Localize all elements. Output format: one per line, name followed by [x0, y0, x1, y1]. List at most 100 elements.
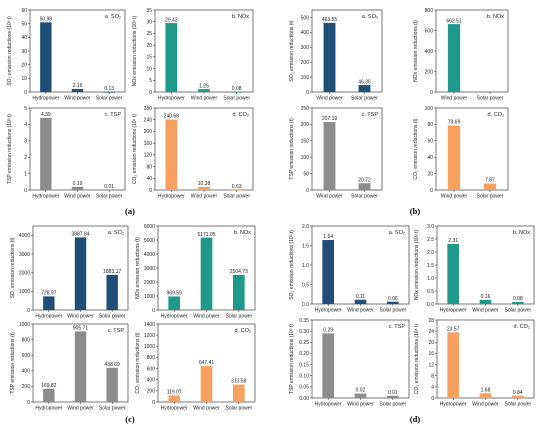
y-tick-label: 3	[24, 139, 27, 145]
bar-solar-power	[512, 301, 524, 304]
y-tick-label: 40	[146, 176, 152, 182]
y-tick-label: 5000	[144, 238, 155, 244]
bar-hydropower	[322, 240, 334, 304]
plot-frame	[435, 107, 509, 191]
y-tick-label: 0	[24, 188, 27, 194]
y-tick-label: 80	[427, 122, 433, 128]
y-tick-label: 24	[428, 329, 434, 335]
chart-title: a. SO₂	[389, 230, 405, 236]
bar-solar-power	[387, 301, 399, 304]
bar-value-label: 207.19	[322, 116, 338, 122]
y-tick-label: 800	[147, 355, 156, 361]
bar-hydropower	[40, 22, 52, 93]
x-tick-label: Hydropower	[35, 314, 62, 320]
y-tick-label: 0.0	[302, 302, 309, 308]
y-tick-label: 50	[21, 21, 27, 27]
y-tick-label: 8	[431, 374, 434, 380]
y-axis-label: SO₂ emission reductions (t)	[289, 20, 295, 81]
y-tick-label: 0	[152, 308, 155, 314]
bar-wind-power	[71, 89, 84, 92]
chart-a-2: 0 5 10 15 20 25 30 35 NOx emission reductions (1…	[132, 8, 254, 102]
x-tick-label: Solar power	[99, 406, 126, 412]
bar-value-label: 169.82	[41, 383, 57, 389]
y-tick-label: 3000	[144, 266, 155, 272]
y-tick-label: 1000	[144, 294, 155, 300]
chart-title: a. SO₂	[105, 14, 121, 20]
x-tick-label: Wind power	[193, 314, 220, 320]
x-tick-label: Solar power	[351, 96, 378, 102]
y-tick-label: 150	[301, 139, 310, 145]
bar-hydropower	[43, 296, 55, 310]
bar-value-label: 2.16	[73, 83, 83, 89]
x-tick-label: Solar power	[379, 402, 406, 408]
y-axis-label: NOx emission reductions (t)	[135, 237, 141, 299]
bar-value-label: 463.55	[322, 17, 338, 23]
y-axis-label: TSP emission reductions (t)	[289, 118, 295, 180]
y-tick-label: 100	[425, 106, 434, 112]
y-tick-label: 0	[24, 90, 27, 96]
x-tick-label: Hydropower	[161, 314, 188, 320]
chart-d-2: 0.0 0.5 1.0 1.5 2.0 2.5 3.0 NOx emission reduct…	[414, 224, 535, 314]
bar-hydropower	[40, 118, 52, 190]
y-tick-label: 1.5	[427, 263, 434, 269]
x-tick-label: Solar power	[96, 194, 123, 200]
x-tick-label: Wind power	[472, 308, 499, 314]
y-tick-label: 60	[21, 8, 27, 14]
chart-b-2: 0 200 400 600 800 NOx emission reductions (t)…	[413, 8, 509, 102]
y-tick-label: 2000	[19, 270, 30, 276]
x-tick-label: Solar power	[96, 96, 123, 102]
bar-solar-power	[387, 395, 399, 398]
bar-value-label: 0.01	[104, 184, 114, 190]
chart-c-2: 0 1000 2000 3000 4000 5000 6000 NOx emission re…	[135, 224, 256, 320]
y-tick-label: 600	[147, 366, 156, 372]
y-axis-label: TSP emission reductions (t)	[10, 332, 16, 394]
bar-hydropower	[165, 119, 178, 190]
y-tick-label: 1	[24, 171, 27, 177]
x-tick-label: Hydropower	[315, 402, 342, 408]
y-tick-label: 40	[427, 155, 433, 161]
bar-value-label: 0.08	[513, 296, 523, 302]
y-tick-label: 200	[301, 122, 310, 128]
x-tick-label: Hydropower	[158, 194, 185, 200]
y-axis-label: CO₂ emission reductions (10⁶ t)	[132, 114, 138, 184]
y-tick-label: 200	[425, 69, 434, 75]
bar-value-label: 0.16	[481, 294, 491, 300]
y-tick-label: 6000	[144, 224, 155, 230]
bar-wind-power	[479, 393, 492, 398]
chart-title: c. TSP	[389, 324, 406, 330]
panel-label-b: (b)	[410, 206, 421, 216]
y-tick-label: 10	[146, 66, 152, 72]
y-tick-label: 200	[301, 60, 310, 66]
chart-a-1: 0 10 20 30 40 50 60 SO₂ emission reductions (10…	[7, 8, 126, 102]
y-tick-label: 200	[144, 129, 153, 135]
y-tick-label: 0.00	[299, 396, 309, 402]
x-tick-label: Wind power	[347, 308, 374, 314]
bar-wind-power	[354, 393, 367, 398]
bar-wind-power	[74, 331, 87, 402]
bar-value-label: 23.57	[447, 327, 460, 333]
bar-value-label: 46.36	[358, 79, 371, 85]
y-axis-label: SO₂ emission reductions (t)	[10, 237, 16, 298]
y-tick-label: 35	[146, 8, 152, 14]
y-tick-label: 5	[149, 78, 152, 84]
y-tick-label: 400	[301, 30, 310, 36]
y-tick-label: 2000	[144, 280, 155, 286]
bar-value-label: 0.06	[388, 296, 398, 302]
y-tick-label: 4000	[144, 252, 155, 258]
chart-b-1: 0 100 200 300 400 500 SO₂ emission reductions …	[289, 9, 383, 102]
y-tick-label: 1400	[144, 322, 155, 328]
bar-wind-power	[323, 122, 336, 190]
y-tick-label: 280	[144, 106, 153, 112]
bar-value-label: 78.69	[448, 120, 461, 126]
y-tick-label: 100	[301, 155, 310, 161]
y-tick-label: 2	[24, 155, 27, 161]
bar-solar-power	[106, 367, 118, 402]
bar-wind-power	[323, 22, 336, 92]
y-tick-label: 50	[303, 171, 309, 177]
bar-value-label: 728.97	[41, 291, 57, 297]
bar-value-label: 0.01	[388, 390, 398, 396]
y-tick-label: 30	[146, 20, 152, 26]
y-tick-label: 1.0	[427, 276, 434, 282]
chart-title: a. SO₂	[362, 14, 378, 20]
chart-title: d. CO₂	[235, 328, 252, 334]
